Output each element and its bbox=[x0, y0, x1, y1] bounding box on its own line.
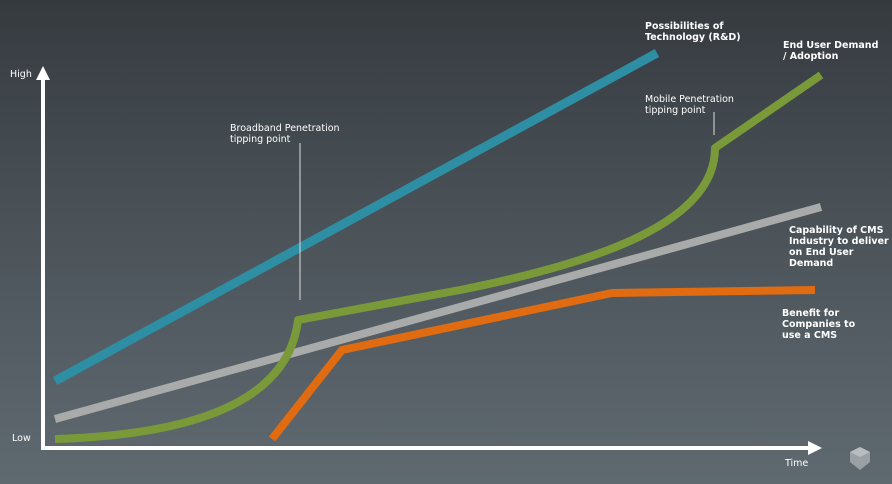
y-low-label: Low bbox=[12, 433, 31, 444]
tech-label: Possibilities of Technology (R&D) bbox=[645, 21, 741, 43]
user-demand-label: End User Demand / Adoption bbox=[783, 40, 879, 62]
mobile-annotation: Mobile Penetration tipping point bbox=[645, 94, 734, 116]
x-axis-arrow-icon bbox=[808, 441, 822, 455]
broadband-annotation: Broadband Penetration tipping point bbox=[230, 123, 340, 145]
x-axis-label: Time bbox=[785, 458, 809, 469]
user-demand-line bbox=[54, 71, 824, 443]
cms-capability-line bbox=[53, 203, 823, 423]
y-axis-arrow-icon bbox=[36, 66, 50, 80]
y-high-label: High bbox=[10, 69, 32, 80]
company-benefit-line bbox=[268, 286, 816, 442]
shield-logo-facet-icon bbox=[850, 447, 870, 457]
company-benefit-label: Benefit for Companies to use a CMS bbox=[782, 308, 856, 341]
cms-capability-label: Capability of CMS Industry to deliver on… bbox=[789, 225, 889, 269]
tech-line bbox=[52, 49, 660, 385]
